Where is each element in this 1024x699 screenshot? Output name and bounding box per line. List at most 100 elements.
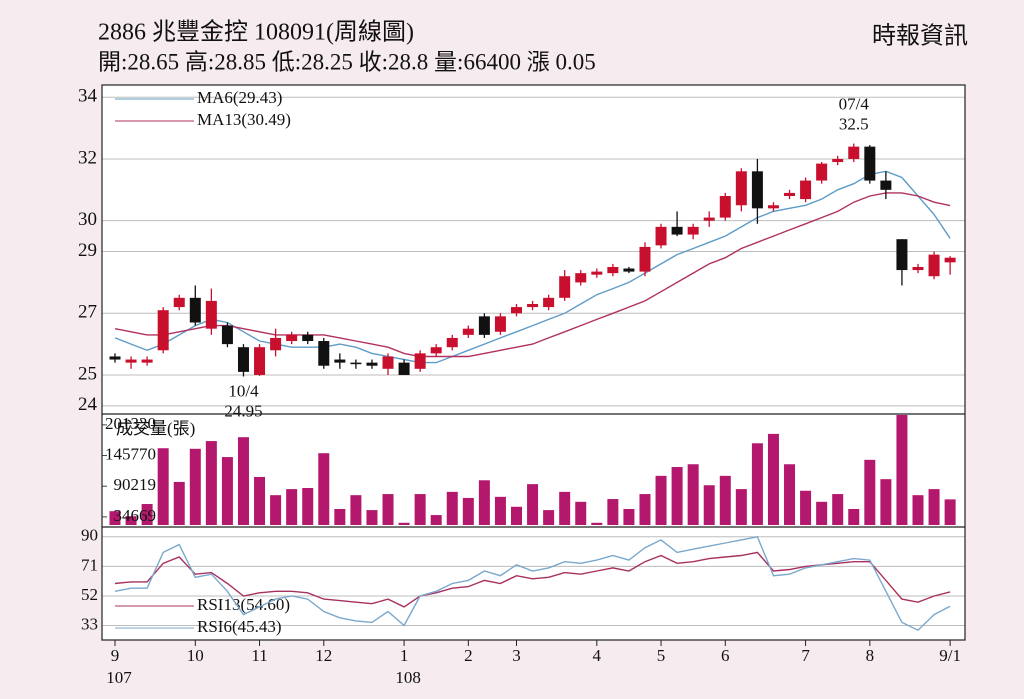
y-tick-label: 33 bbox=[81, 614, 98, 633]
volume-bar bbox=[157, 448, 169, 525]
volume-bar bbox=[414, 494, 426, 525]
source: 時報資訊 bbox=[872, 23, 968, 50]
volume-bar bbox=[205, 441, 217, 525]
y-tick-label: 201320 bbox=[105, 414, 156, 433]
candle-body bbox=[719, 196, 731, 218]
candle-body bbox=[655, 226, 667, 246]
candle-body bbox=[784, 192, 796, 196]
volume-bar bbox=[928, 489, 940, 525]
candle-body bbox=[286, 334, 298, 342]
volume-bar bbox=[270, 495, 282, 525]
annotation-date: 07/4 bbox=[839, 94, 870, 113]
legend-label: MA13(30.49) bbox=[197, 110, 291, 129]
candle-body bbox=[735, 171, 747, 206]
volume-bar bbox=[607, 499, 619, 525]
volume-bar bbox=[302, 488, 314, 525]
x-tick-label: 7 bbox=[801, 646, 810, 665]
volume-bar bbox=[254, 476, 266, 525]
volume-bar bbox=[864, 459, 876, 525]
candle-body bbox=[173, 297, 185, 308]
candle-body bbox=[527, 304, 539, 308]
y-tick-label: 25 bbox=[78, 363, 97, 384]
x-tick-label: 9/1 bbox=[939, 646, 961, 665]
x-tick-label: 1 bbox=[400, 646, 409, 665]
y-tick-label: 90 bbox=[81, 526, 98, 545]
volume-bar bbox=[221, 457, 233, 525]
candle-body bbox=[671, 226, 683, 235]
panel-title: 成交量(張) bbox=[116, 419, 195, 438]
line-series bbox=[114, 536, 951, 632]
candle-body bbox=[944, 257, 956, 263]
volume-bar bbox=[478, 480, 490, 525]
volume-bar bbox=[494, 496, 506, 525]
volume-bar bbox=[398, 522, 410, 525]
volume-bar bbox=[896, 415, 908, 525]
candle-body bbox=[462, 328, 474, 335]
volume-bar bbox=[639, 494, 651, 525]
candle-body bbox=[767, 205, 779, 209]
candle-body bbox=[751, 171, 763, 209]
chart-title: 2886 兆豐金控 108091(周線圖) bbox=[98, 19, 414, 46]
candle-body bbox=[816, 163, 828, 181]
candle-body bbox=[639, 246, 651, 272]
candle-body bbox=[366, 362, 378, 366]
volume-bar bbox=[832, 494, 844, 525]
candle-body bbox=[478, 316, 490, 335]
candle-body bbox=[350, 362, 362, 365]
x-tick-label: 2 bbox=[464, 646, 473, 665]
volume-bar bbox=[719, 475, 731, 525]
candle-body bbox=[446, 337, 458, 348]
volume-bar bbox=[575, 501, 587, 525]
plot-background bbox=[102, 85, 965, 640]
quote: 開:28.65 高:28.85 低:28.25 收:28.8 量:66400 漲… bbox=[98, 49, 596, 74]
volume-bar bbox=[141, 504, 153, 525]
candle-body bbox=[270, 337, 282, 351]
volume-bar bbox=[511, 506, 522, 525]
volume-bar bbox=[944, 499, 956, 525]
y-tick-label: 34669 bbox=[114, 506, 157, 525]
candle-body bbox=[157, 310, 169, 351]
line-series bbox=[114, 551, 951, 608]
x-tick-label: 9 bbox=[111, 646, 120, 665]
volume-bar bbox=[848, 508, 860, 525]
volume-bar bbox=[173, 481, 185, 525]
volume-bar bbox=[125, 516, 137, 525]
volume-bar bbox=[350, 495, 362, 525]
y-tick-label: 29 bbox=[78, 240, 97, 261]
volume-bar bbox=[912, 495, 924, 525]
x-tick-label: 11 bbox=[251, 646, 267, 665]
volume-bar bbox=[366, 510, 378, 525]
candle-body bbox=[109, 356, 121, 360]
x-tick-label: 12 bbox=[315, 646, 332, 665]
candle-body bbox=[591, 271, 603, 275]
volume-bar bbox=[703, 485, 715, 525]
volume-bar bbox=[784, 464, 796, 525]
candle-body bbox=[559, 276, 571, 298]
candle-body bbox=[430, 347, 442, 354]
candle-body bbox=[221, 325, 233, 345]
candle-body bbox=[864, 146, 876, 181]
candle-body bbox=[880, 180, 892, 190]
volume-bar bbox=[800, 490, 812, 525]
y-tick-label: 145770 bbox=[105, 444, 156, 463]
volume-bar bbox=[880, 479, 892, 525]
volume-bar bbox=[318, 453, 330, 525]
volume-bar bbox=[591, 522, 603, 525]
line-series bbox=[114, 192, 951, 358]
candle-body bbox=[414, 353, 426, 369]
volume-bar bbox=[109, 511, 121, 525]
volume-bar bbox=[655, 475, 667, 525]
y-tick-label: 34 bbox=[78, 86, 98, 107]
candle-body bbox=[254, 347, 266, 375]
volume-bar bbox=[286, 489, 298, 525]
y-tick-label: 27 bbox=[78, 302, 97, 323]
volume-bar bbox=[446, 491, 458, 525]
candle-body bbox=[832, 158, 844, 163]
volume-bar bbox=[816, 501, 828, 525]
x-year-label: 107 bbox=[106, 668, 132, 687]
candle-body bbox=[334, 359, 346, 363]
candle-body bbox=[800, 180, 812, 200]
candle-body bbox=[928, 254, 940, 277]
